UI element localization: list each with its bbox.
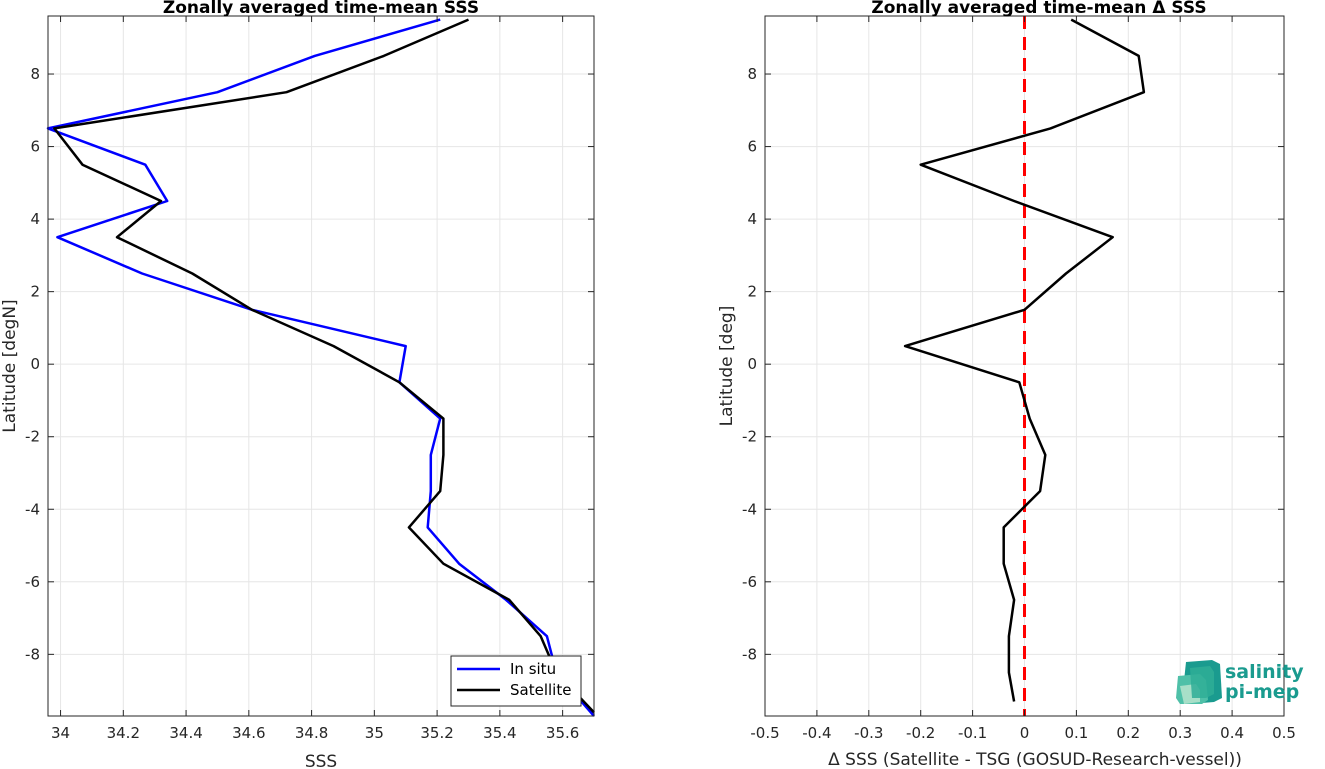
logo-text-salinity: salinity (1225, 661, 1304, 683)
y-tick-label: 0 (30, 355, 40, 373)
x-tick-label: 35.2 (420, 724, 453, 742)
x-tick-label: 34 (51, 724, 70, 742)
y-tick-label: 2 (747, 283, 757, 301)
x-tick-label: 34.6 (232, 724, 265, 742)
x-tick-label: 35 (365, 724, 384, 742)
y-tick-label: -2 (742, 428, 757, 446)
legend-label-in-situ: In situ (510, 660, 556, 678)
right-series (903, 18, 1146, 702)
y-tick-label: -4 (742, 500, 757, 518)
series-line-delta-sss (903, 18, 1146, 702)
right-x-axis-label: Δ SSS (Satellite - TSG (GOSUD-Research-v… (828, 750, 1242, 769)
y-tick-label: 0 (747, 355, 757, 373)
y-tick-label: 8 (747, 65, 757, 83)
x-tick-label: 0.2 (1116, 724, 1140, 742)
y-tick-label: -2 (25, 428, 40, 446)
left-tick-labels: 34 34.2 34.4 34.6 34.8 35 35.2 35.4 35.6 8 6 4 2 0 -2 -… (25, 16, 594, 742)
left-panel: 34 34.2 34.4 34.6 34.8 35 35.2 35.4 35.6 8 6 4 2 0 -2 -… (0, 0, 595, 769)
legend-label-satellite: Satellite (510, 681, 571, 699)
y-tick-label: -8 (25, 645, 40, 663)
x-tick-label: 34.2 (107, 724, 140, 742)
y-tick-label: -6 (25, 573, 40, 591)
left-x-axis-label: SSS (305, 752, 337, 769)
x-tick-label: 0.4 (1220, 724, 1244, 742)
x-tick-label: -0.3 (854, 724, 883, 742)
x-tick-label: 0 (1020, 724, 1030, 742)
y-tick-label: -6 (742, 573, 757, 591)
legend-box (450, 655, 582, 707)
right-chart-title: Zonally averaged time-mean Δ SSS (871, 0, 1206, 18)
right-panel: -0.5 -0.4 -0.3 -0.2 -0.1 0 0.1 0.2 0.3 0.4 0.5 8 6 4 2… (717, 0, 1304, 769)
x-tick-label: 0.5 (1272, 724, 1296, 742)
x-tick-label: 35.6 (546, 724, 579, 742)
x-tick-label: -0.4 (802, 724, 831, 742)
y-tick-label: 2 (30, 283, 40, 301)
left-axes-box (47, 15, 595, 717)
x-tick-label: 34.4 (169, 724, 202, 742)
x-tick-label: -0.5 (750, 724, 779, 742)
x-tick-label: 0.1 (1064, 724, 1088, 742)
y-tick-label: -4 (25, 500, 40, 518)
right-y-axis-label: Latitude [deg] (717, 306, 737, 427)
left-grid (48, 16, 594, 716)
x-tick-label: 34.8 (295, 724, 328, 742)
legend: In situ Satellite (450, 655, 582, 707)
left-series (46, 18, 595, 717)
y-tick-label: 6 (747, 138, 757, 156)
y-tick-label: 4 (30, 210, 40, 228)
x-tick-label: 0.3 (1168, 724, 1192, 742)
left-chart-title: Zonally averaged time-mean SSS (163, 0, 479, 18)
y-tick-label: -8 (742, 645, 757, 663)
x-tick-label: -0.2 (906, 724, 935, 742)
salinity-pi-mep-logo: salinity pi-mep (1176, 660, 1304, 704)
left-y-axis-label: Latitude [degN] (0, 299, 20, 432)
series-line-satellite (53, 18, 595, 714)
logo-wave-icon (1176, 660, 1222, 704)
series-line-in-situ (46, 18, 595, 717)
y-tick-label: 4 (747, 210, 757, 228)
x-tick-label: 35.4 (483, 724, 516, 742)
y-tick-label: 6 (30, 138, 40, 156)
y-tick-label: 8 (30, 65, 40, 83)
logo-text-pi-mep: pi-mep (1225, 681, 1299, 703)
x-tick-label: -0.1 (958, 724, 987, 742)
right-tick-labels: -0.5 -0.4 -0.3 -0.2 -0.1 0 0.1 0.2 0.3 0.4 0.5 8 6 4 2… (742, 16, 1296, 742)
